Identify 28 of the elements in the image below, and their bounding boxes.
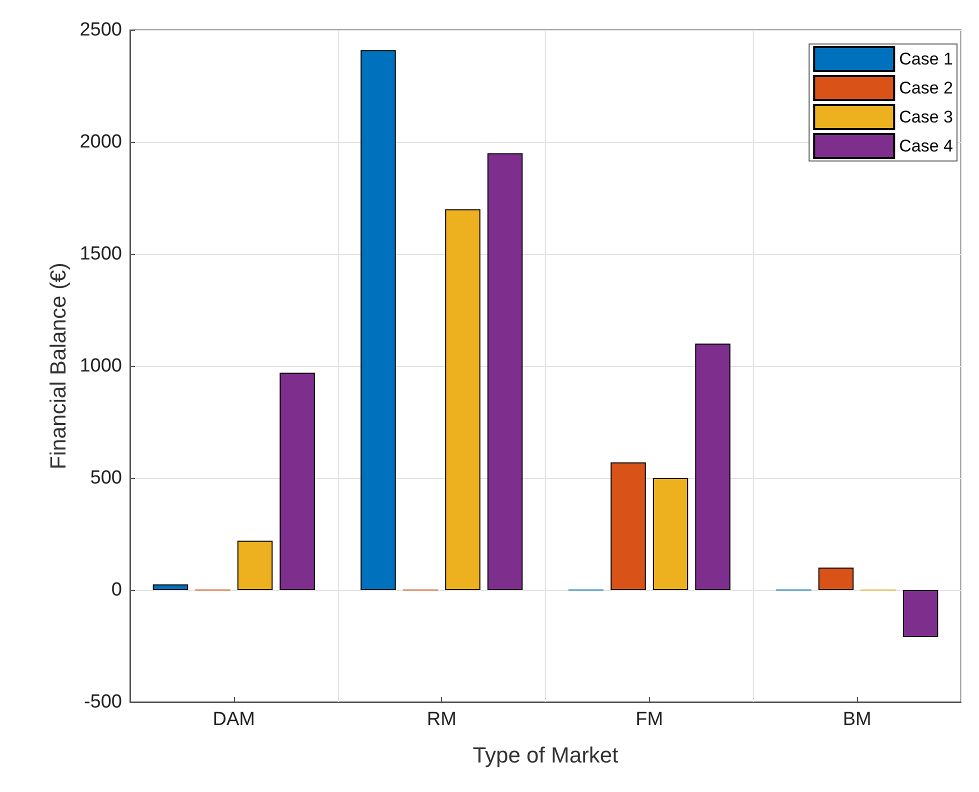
y-tick-label: -500 bbox=[84, 692, 122, 712]
bar bbox=[695, 344, 730, 590]
y-tick-label: 2000 bbox=[80, 132, 122, 152]
legend-label: Case 1 bbox=[899, 50, 954, 68]
bar bbox=[360, 50, 396, 590]
x-tick-label: FM bbox=[636, 709, 664, 730]
y-axis-title: Financial Balance (€) bbox=[45, 262, 70, 470]
y-tick-label: 500 bbox=[90, 468, 122, 488]
bar bbox=[902, 590, 938, 638]
y-tick-label: 0 bbox=[111, 580, 122, 600]
x-tick-label: RM bbox=[426, 709, 456, 730]
legend-label: Case 2 bbox=[899, 78, 954, 98]
x-axis-title: Type of Market bbox=[472, 742, 618, 768]
x-tick-label: DAM bbox=[212, 709, 255, 730]
y-tick-label: 1500 bbox=[80, 244, 122, 264]
bar bbox=[237, 540, 273, 590]
legend-label: Case 4 bbox=[899, 136, 954, 156]
bar bbox=[152, 584, 188, 590]
y-tick-label: 2500 bbox=[80, 20, 122, 40]
bar bbox=[487, 153, 523, 590]
y-tick-label: 1000 bbox=[80, 356, 122, 376]
bar bbox=[652, 478, 688, 590]
bar bbox=[280, 372, 315, 590]
legend-label: Case 3 bbox=[899, 108, 954, 126]
x-tick-label: BM bbox=[842, 709, 872, 730]
bar bbox=[818, 568, 854, 590]
bar bbox=[445, 209, 480, 590]
bar bbox=[610, 462, 646, 590]
